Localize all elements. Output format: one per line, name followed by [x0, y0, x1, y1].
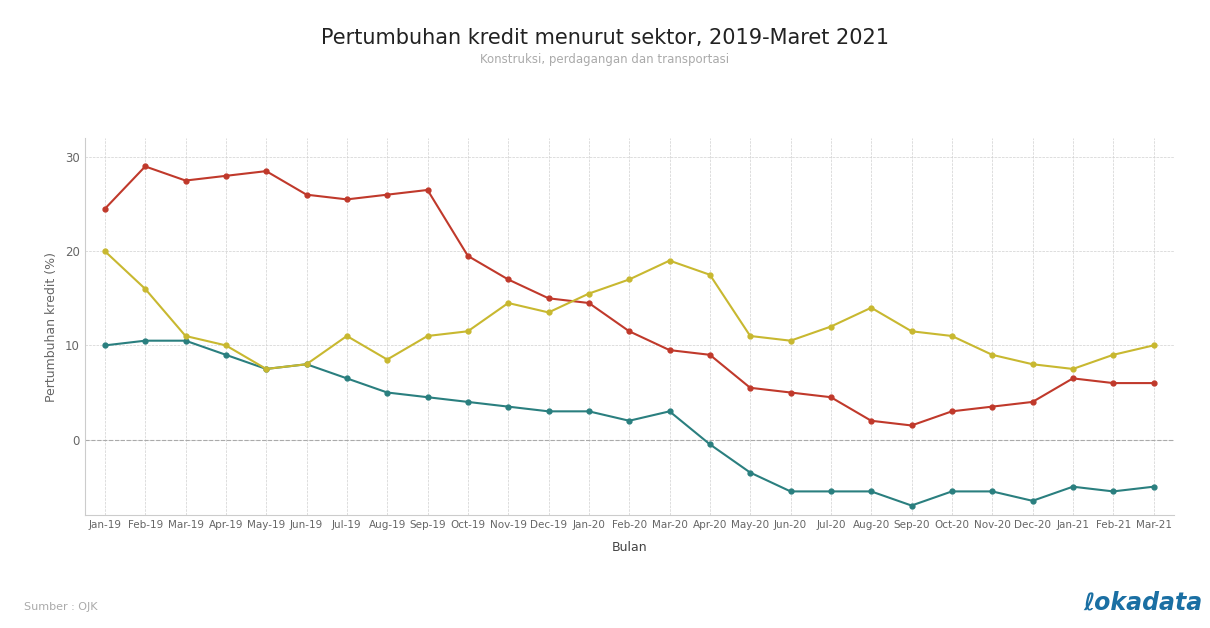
Transportasi (%)	[380, 355, 394, 363]
Perdagangan (%)	[582, 408, 597, 415]
Konstruksi (%)	[824, 393, 839, 401]
Transportasi (%)	[824, 323, 839, 330]
Perdagangan (%)	[380, 389, 394, 396]
Perdagangan (%)	[945, 487, 960, 495]
Perdagangan (%)	[1106, 487, 1120, 495]
Transportasi (%)	[743, 332, 757, 340]
Transportasi (%)	[582, 290, 597, 297]
Perdagangan (%)	[662, 408, 676, 415]
Text: Pertumbuhan kredit menurut sektor, 2019-Maret 2021: Pertumbuhan kredit menurut sektor, 2019-…	[321, 28, 889, 48]
Transportasi (%)	[299, 360, 313, 368]
Konstruksi (%)	[622, 328, 636, 335]
Perdagangan (%)	[138, 337, 152, 344]
Perdagangan (%)	[824, 487, 839, 495]
Line: Konstruksi (%): Konstruksi (%)	[103, 164, 1156, 428]
Konstruksi (%)	[985, 403, 999, 411]
Transportasi (%)	[783, 337, 797, 344]
Perdagangan (%)	[743, 468, 757, 476]
Perdagangan (%)	[178, 337, 192, 344]
Perdagangan (%)	[703, 441, 718, 448]
Konstruksi (%)	[1146, 379, 1160, 387]
Konstruksi (%)	[461, 252, 476, 260]
Transportasi (%)	[340, 332, 355, 340]
Perdagangan (%)	[904, 502, 918, 509]
Transportasi (%)	[1025, 360, 1039, 368]
Transportasi (%)	[98, 247, 113, 255]
Konstruksi (%)	[1025, 398, 1039, 406]
Konstruksi (%)	[541, 295, 555, 302]
Perdagangan (%)	[783, 487, 797, 495]
X-axis label: Bulan: Bulan	[611, 541, 647, 554]
Y-axis label: Pertumbuhan kredit (%): Pertumbuhan kredit (%)	[45, 252, 58, 401]
Perdagangan (%)	[219, 351, 234, 359]
Transportasi (%)	[1146, 342, 1160, 349]
Konstruksi (%)	[864, 417, 878, 425]
Transportasi (%)	[178, 332, 192, 340]
Line: Transportasi (%): Transportasi (%)	[103, 249, 1156, 371]
Transportasi (%)	[703, 271, 718, 279]
Konstruksi (%)	[501, 276, 515, 283]
Transportasi (%)	[1106, 351, 1120, 359]
Perdagangan (%)	[541, 408, 555, 415]
Konstruksi (%)	[1106, 379, 1120, 387]
Konstruksi (%)	[743, 384, 757, 392]
Perdagangan (%)	[420, 393, 434, 401]
Transportasi (%)	[1066, 365, 1081, 372]
Transportasi (%)	[662, 257, 676, 264]
Transportasi (%)	[461, 328, 476, 335]
Perdagangan (%)	[622, 417, 636, 425]
Perdagangan (%)	[985, 487, 999, 495]
Transportasi (%)	[501, 299, 515, 306]
Perdagangan (%)	[501, 403, 515, 411]
Konstruksi (%)	[703, 351, 718, 359]
Konstruksi (%)	[582, 299, 597, 306]
Konstruksi (%)	[662, 347, 676, 354]
Text: Konstruksi, perdagangan dan transportasi: Konstruksi, perdagangan dan transportasi	[480, 53, 730, 67]
Perdagangan (%)	[1025, 497, 1039, 505]
Line: Perdagangan (%): Perdagangan (%)	[103, 338, 1156, 508]
Konstruksi (%)	[783, 389, 797, 396]
Perdagangan (%)	[1146, 483, 1160, 490]
Perdagangan (%)	[340, 374, 355, 382]
Konstruksi (%)	[219, 172, 234, 180]
Konstruksi (%)	[904, 422, 918, 430]
Konstruksi (%)	[299, 191, 313, 198]
Konstruksi (%)	[340, 195, 355, 203]
Transportasi (%)	[138, 285, 152, 293]
Perdagangan (%)	[259, 365, 273, 372]
Transportasi (%)	[420, 332, 434, 340]
Perdagangan (%)	[299, 360, 313, 368]
Perdagangan (%)	[461, 398, 476, 406]
Text: ℓokadata: ℓokadata	[1083, 590, 1203, 614]
Perdagangan (%)	[864, 487, 878, 495]
Transportasi (%)	[985, 351, 999, 359]
Transportasi (%)	[622, 276, 636, 283]
Konstruksi (%)	[178, 176, 192, 184]
Konstruksi (%)	[98, 205, 113, 212]
Text: Sumber : OJK: Sumber : OJK	[24, 602, 98, 612]
Konstruksi (%)	[1066, 374, 1081, 382]
Konstruksi (%)	[138, 163, 152, 170]
Transportasi (%)	[945, 332, 960, 340]
Perdagangan (%)	[98, 342, 113, 349]
Transportasi (%)	[219, 342, 234, 349]
Legend: Konstruksi (%), Perdagangan (%), Transportasi (%): Konstruksi (%), Perdagangan (%), Transpo…	[91, 627, 508, 628]
Konstruksi (%)	[380, 191, 394, 198]
Transportasi (%)	[864, 304, 878, 311]
Transportasi (%)	[541, 308, 555, 316]
Konstruksi (%)	[420, 186, 434, 193]
Konstruksi (%)	[945, 408, 960, 415]
Perdagangan (%)	[1066, 483, 1081, 490]
Transportasi (%)	[904, 328, 918, 335]
Transportasi (%)	[259, 365, 273, 372]
Konstruksi (%)	[259, 167, 273, 175]
